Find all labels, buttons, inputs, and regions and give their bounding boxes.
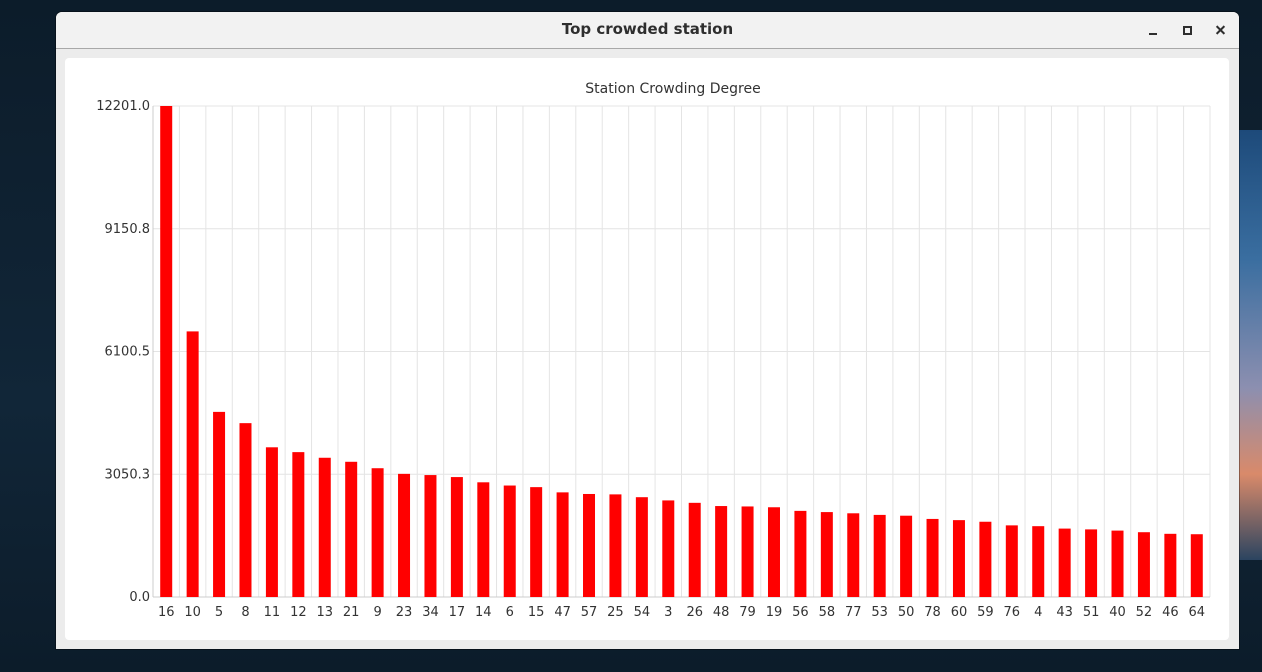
bar-station-13 [318, 457, 331, 597]
x-tick-label: 19 [766, 605, 783, 620]
bar-station-19 [767, 507, 780, 597]
bar-station-8 [239, 423, 252, 597]
x-tick-labels: 16 10 5 8 11 12 13 21 9 23 34 17 14 6 15 47 57 25 54 3 26 48 7… [158, 605, 1205, 620]
x-tick-label: 60 [951, 605, 968, 620]
x-tick-label: 77 [845, 605, 862, 620]
bars [160, 106, 1203, 597]
title-bar[interactable]: Top crowded station [56, 12, 1239, 49]
bar-station-5 [213, 411, 226, 597]
bar-station-47 [556, 492, 569, 597]
x-tick-label: 59 [977, 605, 994, 620]
bar-station-26 [688, 502, 701, 597]
x-tick-label: 6 [506, 605, 514, 620]
x-tick-label: 10 [184, 605, 201, 620]
x-tick-label: 17 [449, 605, 466, 620]
bar-station-57 [583, 493, 596, 597]
x-tick-label: 23 [396, 605, 413, 620]
x-tick-label: 13 [316, 605, 333, 620]
x-tick-label: 16 [158, 605, 175, 620]
y-tick-label: 0.0 [129, 590, 150, 605]
x-tick-label: 47 [554, 605, 571, 620]
x-tick-label: 14 [475, 605, 492, 620]
bar-station-51 [1085, 529, 1098, 597]
x-tick-label: 76 [1004, 605, 1021, 620]
bar-station-78 [926, 518, 939, 597]
bar-station-14 [477, 482, 490, 597]
minimize-button[interactable] [1143, 20, 1163, 40]
bar-station-12 [292, 452, 305, 597]
x-tick-label: 25 [607, 605, 624, 620]
bar-station-16 [160, 106, 173, 597]
x-tick-label: 56 [792, 605, 809, 620]
x-tick-label: 50 [898, 605, 915, 620]
y-tick-label: 6100.5 [105, 345, 151, 360]
bar-station-52 [1137, 532, 1150, 597]
x-tick-label: 9 [373, 605, 381, 620]
x-tick-label: 58 [819, 605, 836, 620]
x-tick-label: 4 [1034, 605, 1042, 620]
x-tick-label: 57 [581, 605, 598, 620]
bar-station-56 [794, 510, 807, 597]
bar-station-21 [345, 461, 358, 597]
bar-station-25 [609, 494, 622, 597]
bar-station-40 [1111, 530, 1124, 597]
y-tick-label: 9150.8 [105, 222, 151, 237]
bar-station-54 [635, 497, 648, 597]
x-tick-label: 53 [871, 605, 888, 620]
x-tick-label: 11 [264, 605, 281, 620]
bar-station-15 [530, 487, 543, 597]
bar-station-17 [450, 477, 463, 597]
bar-station-50 [900, 515, 913, 597]
bar-station-76 [1005, 525, 1018, 597]
bar-station-60 [952, 520, 965, 597]
bar-station-34 [424, 475, 437, 597]
x-tick-label: 78 [924, 605, 941, 620]
y-tick-label: 12201.0 [96, 99, 150, 114]
bar-chart: Station Crowding Degree 0.0 3050.3 6100.5 9… [96, 81, 1211, 620]
x-tick-label: 34 [422, 605, 439, 620]
bar-station-79 [741, 506, 754, 597]
x-tick-label: 26 [686, 605, 703, 620]
bar-station-48 [715, 506, 728, 597]
x-tick-label: 48 [713, 605, 730, 620]
bar-station-11 [265, 447, 278, 597]
bar-station-4 [1032, 526, 1045, 597]
app-window: Top crowded station Station Crowding Deg… [56, 12, 1239, 649]
x-tick-label: 43 [1056, 605, 1073, 620]
x-tick-label: 5 [215, 605, 223, 620]
x-tick-label: 46 [1162, 605, 1179, 620]
bar-station-6 [503, 485, 516, 597]
bar-station-59 [979, 521, 992, 597]
x-tick-label: 21 [343, 605, 360, 620]
x-tick-label: 40 [1109, 605, 1126, 620]
bar-station-23 [398, 473, 411, 597]
chart-title: Station Crowding Degree [585, 81, 760, 97]
x-tick-label: 3 [664, 605, 672, 620]
x-tick-label: 12 [290, 605, 307, 620]
x-tick-label: 8 [241, 605, 249, 620]
x-tick-label: 79 [739, 605, 756, 620]
bar-station-10 [186, 331, 199, 597]
x-tick-label: 51 [1083, 605, 1100, 620]
close-button[interactable] [1211, 20, 1231, 40]
grid-lines [153, 105, 1211, 597]
chart-panel: Station Crowding Degree 0.0 3050.3 6100.5 9… [65, 58, 1229, 640]
bar-station-46 [1164, 533, 1177, 597]
bar-station-53 [873, 514, 886, 597]
bar-station-64 [1190, 534, 1203, 597]
wallpaper-edge [1239, 130, 1262, 560]
bar-station-58 [820, 512, 833, 597]
x-tick-label: 54 [634, 605, 651, 620]
x-tick-label: 15 [528, 605, 545, 620]
bar-station-43 [1058, 528, 1071, 597]
y-tick-labels: 0.0 3050.3 6100.5 9150.8 12201.0 [96, 99, 150, 605]
bar-station-9 [371, 468, 384, 597]
bar-station-77 [847, 513, 860, 597]
x-tick-label: 64 [1189, 605, 1206, 620]
bar-station-3 [662, 500, 675, 597]
window-title: Top crowded station [561, 20, 734, 38]
maximize-button[interactable] [1177, 20, 1197, 40]
y-tick-label: 3050.3 [105, 467, 151, 482]
x-tick-label: 52 [1136, 605, 1153, 620]
